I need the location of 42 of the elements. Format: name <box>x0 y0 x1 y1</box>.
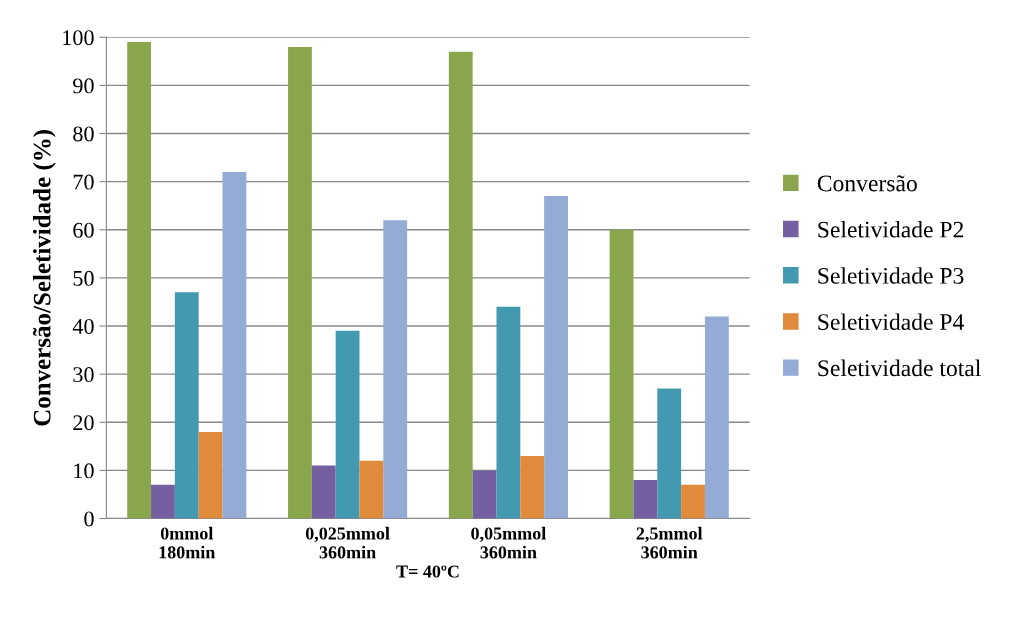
bar <box>520 455 545 519</box>
bar <box>288 46 312 519</box>
bar <box>681 484 705 519</box>
legend-label: Seletividade total <box>818 359 981 377</box>
bar <box>472 470 497 519</box>
bar <box>448 51 473 519</box>
bar <box>657 388 682 519</box>
y-tick-label: 20 <box>73 415 94 431</box>
y-tick-label: 100 <box>63 30 94 46</box>
legend-label: Seletividade P2 <box>818 220 964 238</box>
y-axis-title: Conversão/Seletividade (%) <box>32 130 56 426</box>
x-tick-label: 0,05mmol 360min <box>471 526 546 559</box>
legend-label: Seletividade P4 <box>818 313 964 331</box>
x-axis-title: T= 40ºC <box>396 565 459 578</box>
bar <box>383 220 408 519</box>
bar <box>544 196 568 519</box>
bar <box>496 306 521 519</box>
y-tick-label: 50 <box>73 270 94 286</box>
legend-label: Seletividade P3 <box>818 267 964 284</box>
bar <box>609 229 634 519</box>
bar <box>633 480 658 519</box>
x-tick-label: 2,5mmol 360min <box>636 526 703 559</box>
bar <box>174 292 199 519</box>
x-tick-label: 0mmol 180min <box>159 526 216 559</box>
bar <box>198 431 223 519</box>
legend-label: Conversão <box>817 175 917 192</box>
y-tick-label: 90 <box>73 78 94 94</box>
y-tick-label: 80 <box>73 126 94 142</box>
bar <box>222 172 247 519</box>
bar <box>704 316 729 519</box>
y-tick-label: 60 <box>73 222 94 238</box>
y-tick-label: 0 <box>84 511 94 527</box>
bar <box>335 330 360 519</box>
y-tick-label: 40 <box>72 318 94 334</box>
x-tick-label: 0,025mmol 360min <box>305 526 390 559</box>
bar <box>127 42 152 519</box>
y-tick-label: 70 <box>73 174 94 190</box>
bar <box>151 484 175 519</box>
bar <box>359 460 384 519</box>
bar <box>311 465 336 519</box>
y-tick-label: 30 <box>73 367 94 383</box>
y-tick-label: 10 <box>74 463 94 479</box>
